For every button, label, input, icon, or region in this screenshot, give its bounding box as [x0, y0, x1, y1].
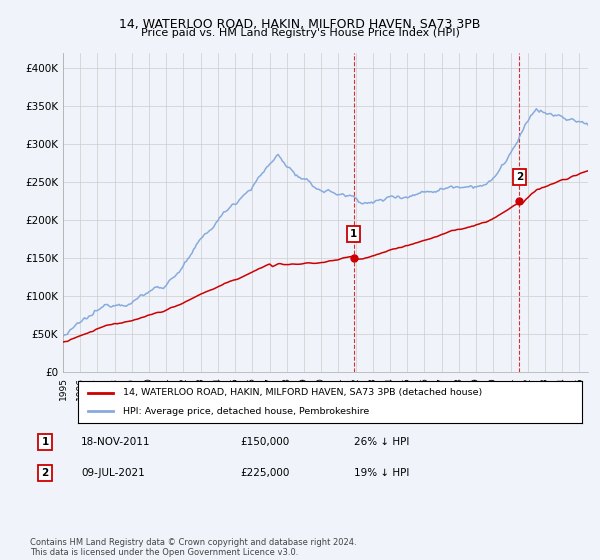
Text: 2: 2 — [41, 468, 49, 478]
Text: 14, WATERLOO ROAD, HAKIN, MILFORD HAVEN, SA73 3PB: 14, WATERLOO ROAD, HAKIN, MILFORD HAVEN,… — [119, 18, 481, 31]
Text: 2: 2 — [516, 172, 523, 182]
Text: 09-JUL-2021: 09-JUL-2021 — [81, 468, 145, 478]
Text: 14, WATERLOO ROAD, HAKIN, MILFORD HAVEN, SA73 3PB (detached house): 14, WATERLOO ROAD, HAKIN, MILFORD HAVEN,… — [124, 388, 482, 397]
Text: 26% ↓ HPI: 26% ↓ HPI — [354, 437, 409, 447]
Text: £150,000: £150,000 — [240, 437, 289, 447]
Text: 1: 1 — [350, 229, 357, 239]
Text: £225,000: £225,000 — [240, 468, 289, 478]
Text: 18-NOV-2011: 18-NOV-2011 — [81, 437, 151, 447]
Text: HPI: Average price, detached house, Pembrokeshire: HPI: Average price, detached house, Pemb… — [124, 407, 370, 416]
Text: 1: 1 — [41, 437, 49, 447]
Text: 19% ↓ HPI: 19% ↓ HPI — [354, 468, 409, 478]
Text: Contains HM Land Registry data © Crown copyright and database right 2024.
This d: Contains HM Land Registry data © Crown c… — [30, 538, 356, 557]
Text: Price paid vs. HM Land Registry's House Price Index (HPI): Price paid vs. HM Land Registry's House … — [140, 28, 460, 38]
